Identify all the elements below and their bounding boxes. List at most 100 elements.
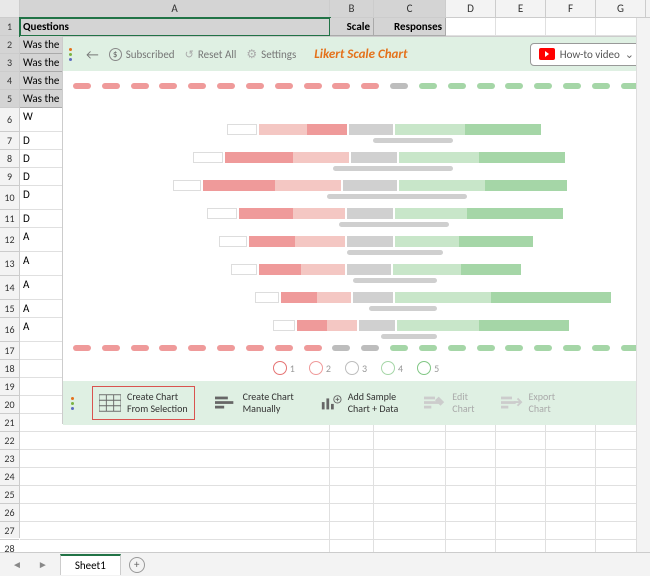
row-header[interactable]: 26: [0, 504, 19, 522]
row-header[interactable]: 16: [0, 318, 19, 342]
label: Edit Chart: [452, 391, 474, 415]
cell[interactable]: [546, 450, 596, 468]
vertical-scrollbar[interactable]: [636, 18, 650, 552]
cell[interactable]: [546, 432, 596, 450]
cell[interactable]: [20, 432, 330, 450]
cell[interactable]: [546, 18, 596, 36]
cell[interactable]: [546, 486, 596, 504]
cell[interactable]: [374, 468, 446, 486]
cell[interactable]: [330, 450, 374, 468]
column-headers: ABCDEFG: [0, 0, 650, 18]
row-header[interactable]: 8: [0, 150, 19, 168]
cell[interactable]: [496, 504, 546, 522]
cell[interactable]: [496, 450, 546, 468]
row-header[interactable]: 3: [0, 54, 19, 72]
cell[interactable]: [20, 522, 330, 540]
cell[interactable]: [496, 432, 546, 450]
cell[interactable]: [446, 468, 496, 486]
col-header-B[interactable]: B: [330, 0, 374, 17]
row-header[interactable]: 19: [0, 378, 19, 396]
row-header[interactable]: 20: [0, 396, 19, 414]
cell[interactable]: [330, 432, 374, 450]
cell[interactable]: [330, 504, 374, 522]
cell[interactable]: Scale: [330, 18, 374, 36]
cell[interactable]: [20, 468, 330, 486]
reset-button[interactable]: ↺ Reset All: [185, 48, 237, 61]
youtube-icon: [539, 48, 555, 60]
col-header-D[interactable]: D: [446, 0, 496, 17]
add-sample-button[interactable]: Add Sample Chart + Data: [314, 387, 405, 419]
howto-video-button[interactable]: How-to video ⌄: [530, 43, 643, 66]
cell[interactable]: [374, 504, 446, 522]
col-header-G[interactable]: G: [596, 0, 646, 17]
cell[interactable]: [446, 432, 496, 450]
row-header[interactable]: 4: [0, 72, 19, 90]
cell[interactable]: [20, 450, 330, 468]
label: Export Chart: [529, 391, 556, 415]
cell[interactable]: [496, 522, 546, 540]
add-sheet-button[interactable]: +: [129, 557, 145, 573]
cell[interactable]: [446, 522, 496, 540]
cell[interactable]: [330, 486, 374, 504]
sheet-tab[interactable]: Sheet1: [60, 554, 121, 575]
cell[interactable]: [20, 486, 330, 504]
cell[interactable]: [20, 504, 330, 522]
cell[interactable]: [374, 486, 446, 504]
col-header-A[interactable]: A: [20, 0, 330, 17]
cell[interactable]: [546, 504, 596, 522]
tab-next-icon[interactable]: ►: [34, 558, 52, 571]
cell[interactable]: [496, 486, 546, 504]
row-header[interactable]: 11: [0, 210, 19, 228]
cell[interactable]: [546, 522, 596, 540]
cell[interactable]: [446, 504, 496, 522]
subscribed-status[interactable]: $ Subscribed: [109, 48, 175, 61]
row-header[interactable]: 2: [0, 36, 19, 54]
tab-prev-icon[interactable]: ◄: [8, 558, 26, 571]
cell[interactable]: [546, 468, 596, 486]
cell[interactable]: Questions: [20, 18, 330, 36]
cell[interactable]: [374, 432, 446, 450]
row-headers: 1234567891011121314151617181920212223242…: [0, 18, 20, 538]
row-header[interactable]: 6: [0, 108, 19, 132]
grid[interactable]: QuestionsScaleResponsesWas the checkout …: [20, 18, 650, 538]
col-header-E[interactable]: E: [496, 0, 546, 17]
row-header[interactable]: 15: [0, 300, 19, 318]
drag-handle-icon[interactable]: [69, 48, 72, 61]
cell[interactable]: [374, 450, 446, 468]
col-header-F[interactable]: F: [546, 0, 596, 17]
row-header[interactable]: 12: [0, 228, 19, 252]
row-header[interactable]: 9: [0, 168, 19, 186]
row-header[interactable]: 1: [0, 18, 19, 36]
row-header[interactable]: 7: [0, 132, 19, 150]
cell[interactable]: [330, 468, 374, 486]
row-header[interactable]: 25: [0, 486, 19, 504]
cell[interactable]: [374, 522, 446, 540]
row-header[interactable]: 27: [0, 522, 19, 540]
create-chart-from-selection-button[interactable]: Create Chart From Selection: [92, 386, 195, 420]
panel-toolbar: ← $ Subscribed ↺ Reset All ⚙ Settings Li…: [63, 37, 649, 71]
row-header[interactable]: 22: [0, 432, 19, 450]
settings-button[interactable]: ⚙ Settings: [246, 47, 296, 62]
cell[interactable]: [446, 18, 496, 36]
row-header[interactable]: 5: [0, 90, 19, 108]
drag-handle-icon[interactable]: [71, 397, 74, 410]
row-header[interactable]: 17: [0, 342, 19, 360]
row-header[interactable]: 18: [0, 360, 19, 378]
cell[interactable]: Responses: [374, 18, 446, 36]
row-header[interactable]: 21: [0, 414, 19, 432]
cell[interactable]: [446, 450, 496, 468]
row-header[interactable]: 14: [0, 276, 19, 300]
cell[interactable]: [496, 468, 546, 486]
cell[interactable]: [330, 522, 374, 540]
create-chart-manually-button[interactable]: Create Chart Manually: [209, 387, 300, 419]
select-all-corner[interactable]: [0, 0, 20, 17]
cell[interactable]: [446, 486, 496, 504]
cell[interactable]: [496, 18, 546, 36]
legend: 12345: [63, 361, 649, 375]
row-header[interactable]: 13: [0, 252, 19, 276]
col-header-C[interactable]: C: [374, 0, 446, 17]
row-header[interactable]: 10: [0, 186, 19, 210]
back-icon[interactable]: ←: [86, 46, 99, 63]
row-header[interactable]: 24: [0, 468, 19, 486]
row-header[interactable]: 23: [0, 450, 19, 468]
